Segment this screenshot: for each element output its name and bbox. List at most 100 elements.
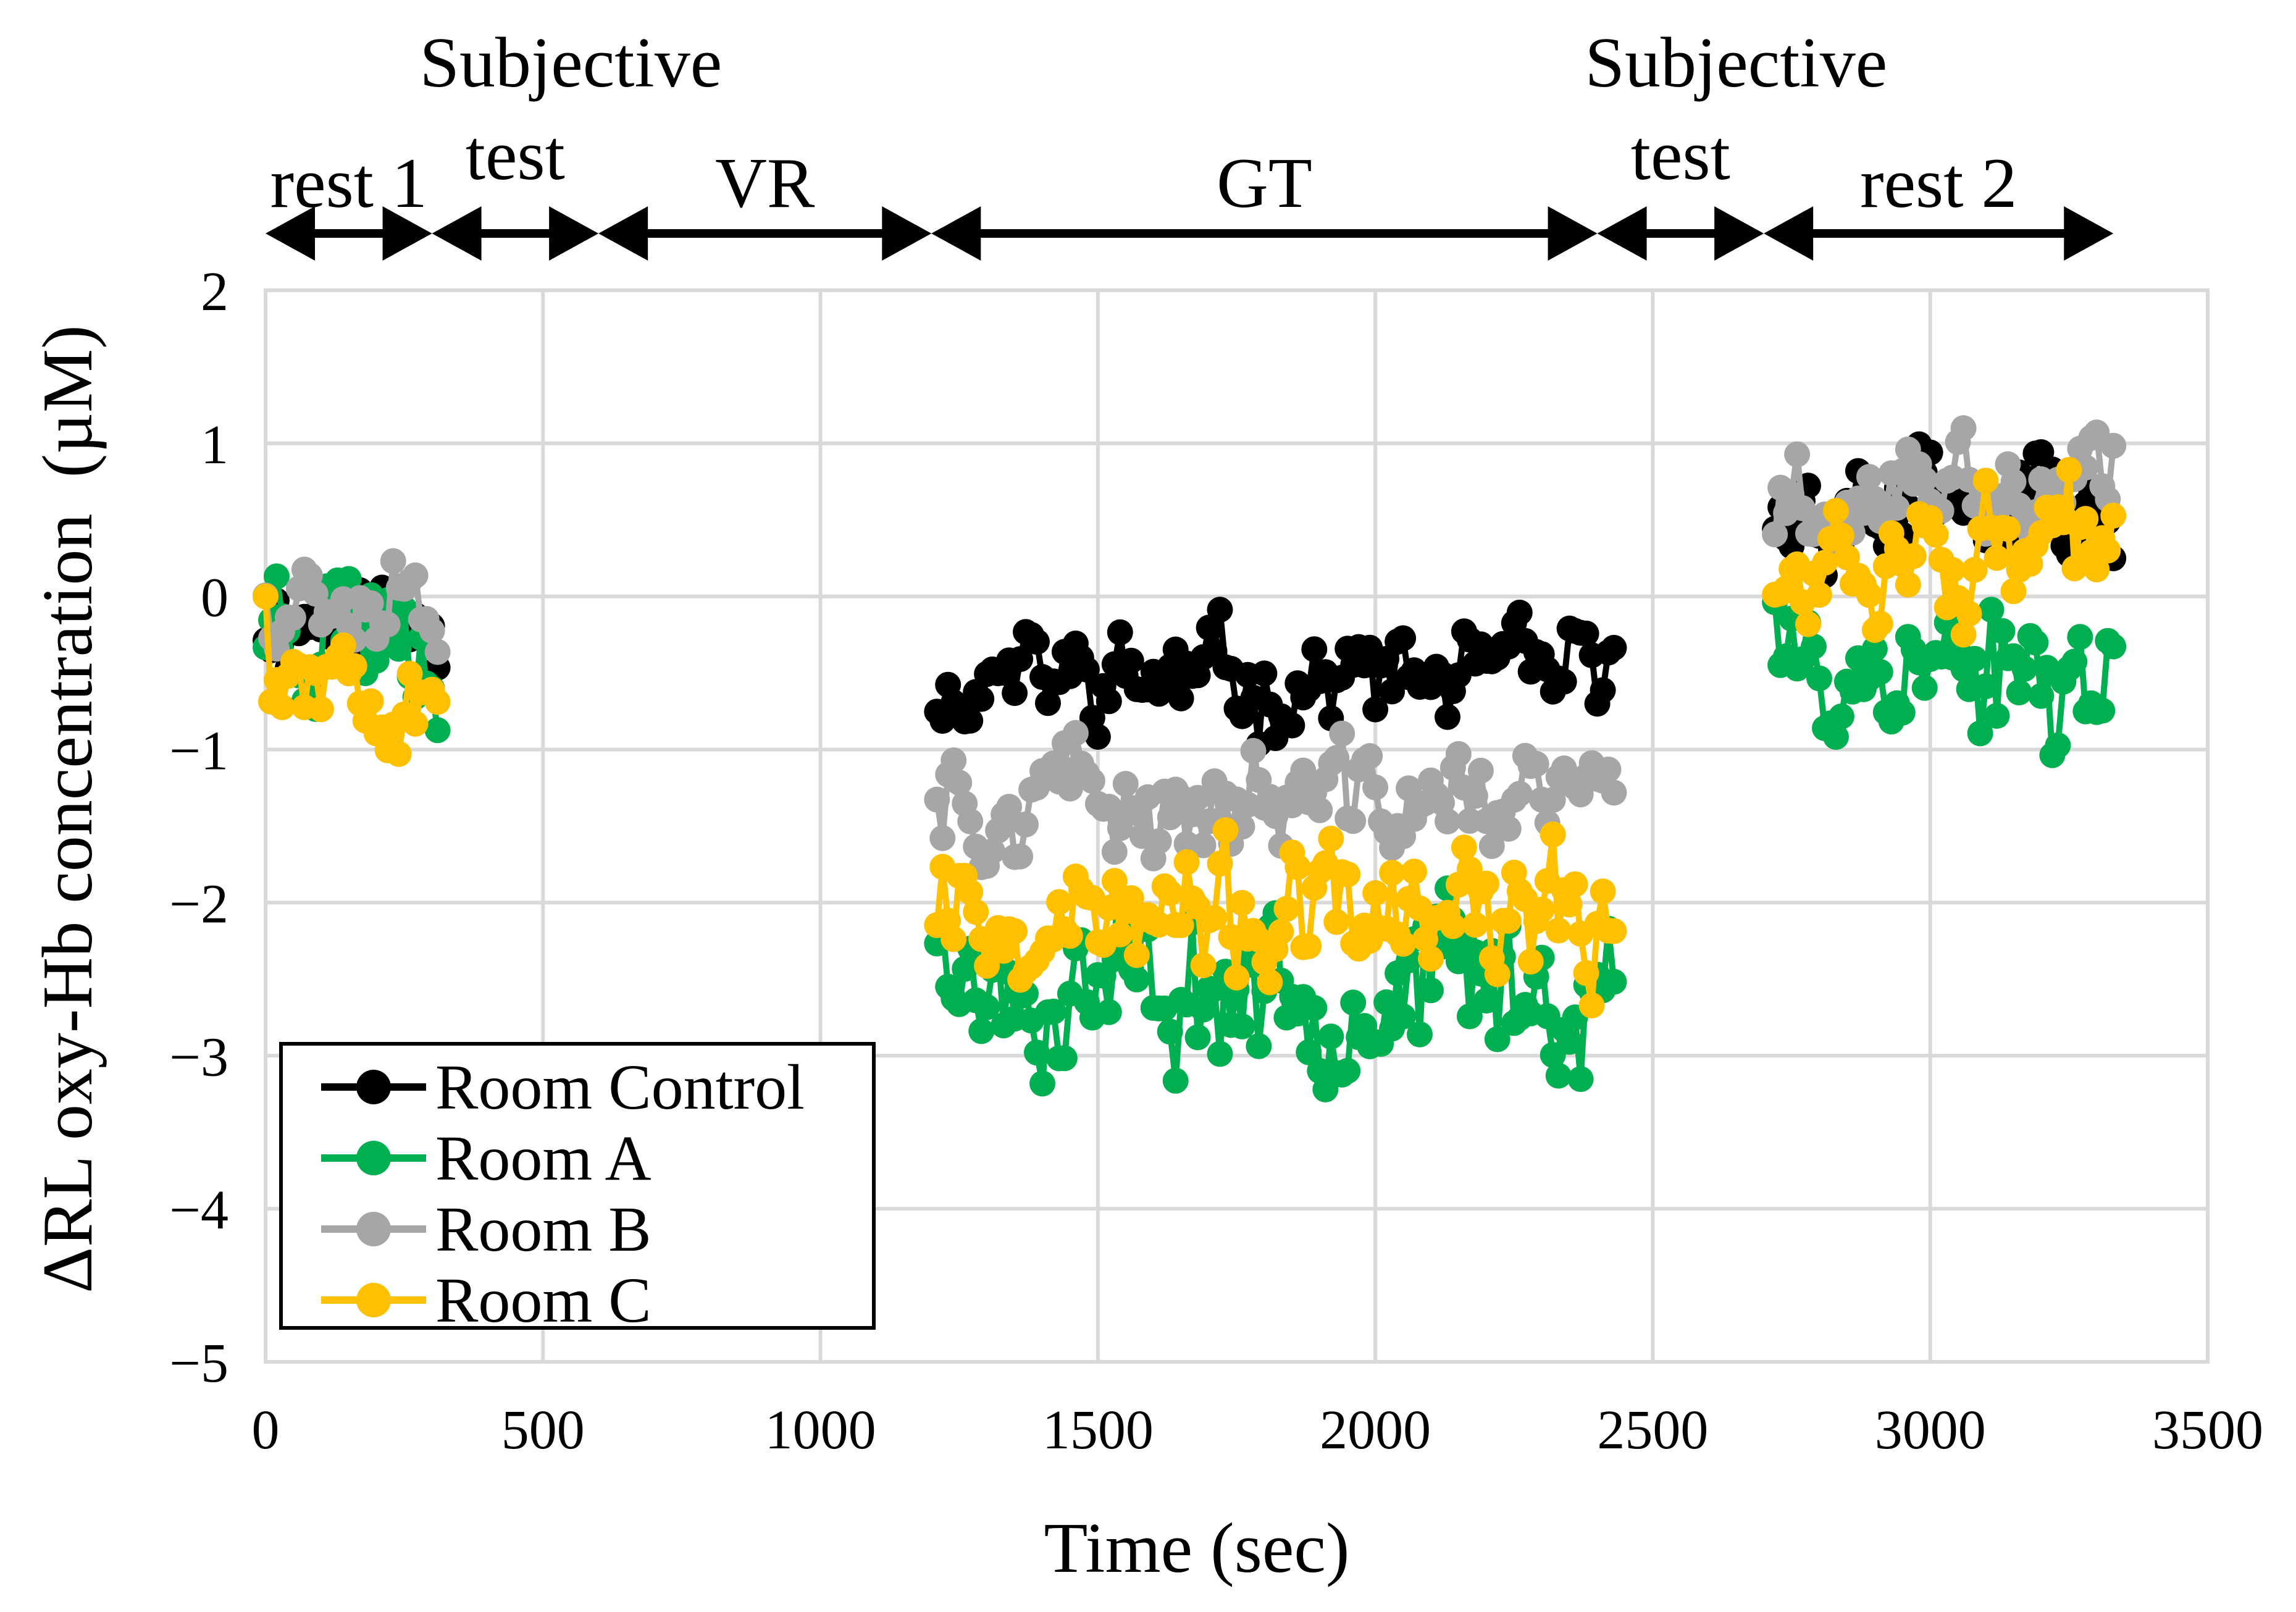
x-tick-label: 3500 — [2152, 1400, 2263, 1461]
phase-label: rest 2 — [1860, 144, 2017, 223]
data-point — [1435, 808, 1460, 834]
data-point — [957, 707, 984, 734]
data-point — [1212, 817, 1239, 844]
data-point — [1601, 779, 1627, 806]
phase-arrow-head-left — [432, 206, 482, 261]
data-point — [264, 563, 290, 590]
data-point — [2067, 624, 2093, 650]
data-point — [424, 639, 451, 665]
data-point — [308, 696, 334, 723]
data-point — [1390, 625, 1417, 652]
data-point — [1578, 992, 1605, 1018]
x-tick-label: 2000 — [1320, 1400, 1431, 1461]
data-point — [974, 994, 1000, 1020]
data-point — [1467, 757, 1494, 784]
data-point — [2100, 633, 2127, 660]
data-point — [1806, 665, 1832, 692]
data-point — [1013, 811, 1039, 837]
data-point — [1190, 996, 1217, 1023]
y-tick-label: −2 — [169, 873, 228, 934]
phase-label-line2: test — [1631, 116, 1730, 195]
data-point — [1229, 889, 1255, 916]
data-point — [1296, 933, 1322, 959]
data-point — [1984, 545, 2010, 571]
phase-arrow-head-right — [1548, 206, 1598, 261]
x-tick-label: 1500 — [1042, 1400, 1154, 1461]
data-point — [1439, 913, 1466, 939]
data-point — [1190, 952, 1217, 978]
data-point — [1007, 843, 1034, 870]
data-point — [341, 653, 367, 679]
data-point — [1101, 868, 1128, 894]
data-point — [957, 808, 984, 834]
data-point — [929, 825, 956, 851]
data-point — [1495, 907, 1522, 934]
data-point — [1362, 880, 1389, 906]
data-point — [1867, 610, 1893, 637]
legend-label: Room B — [435, 1194, 652, 1265]
data-point — [1146, 828, 1172, 854]
data-point — [991, 938, 1017, 964]
data-point — [380, 548, 406, 574]
data-point — [1024, 629, 1050, 655]
data-point — [1856, 582, 1882, 608]
data-point — [1041, 998, 1066, 1025]
phase-label-line2: test — [466, 116, 565, 195]
data-point — [1002, 918, 1028, 944]
phase-label: Subjective — [1585, 23, 1888, 103]
data-point — [402, 710, 429, 737]
data-point — [1057, 775, 1083, 802]
data-point — [1462, 912, 1488, 938]
x-tick-label: 0 — [252, 1400, 280, 1461]
data-point — [1107, 921, 1133, 947]
data-point — [2100, 432, 2127, 459]
data-point — [358, 590, 384, 616]
data-point — [1806, 582, 1832, 608]
data-point — [1390, 1003, 1417, 1030]
data-point — [924, 786, 950, 813]
legend-label: Room A — [435, 1123, 652, 1194]
data-point — [1273, 896, 1300, 922]
data-point — [1096, 794, 1122, 820]
data-point — [1495, 815, 1522, 842]
data-point — [1240, 737, 1267, 764]
data-point — [1323, 909, 1350, 935]
data-point — [996, 794, 1023, 820]
data-point — [2061, 649, 2088, 675]
data-point — [1073, 657, 1100, 683]
data-point — [2006, 679, 2032, 706]
data-point — [363, 647, 390, 674]
data-point — [1190, 832, 1217, 858]
data-point — [2000, 578, 2027, 605]
data-point — [1007, 646, 1034, 673]
phase-arrow-head-left — [1764, 206, 1814, 261]
data-point — [1079, 768, 1105, 794]
data-point — [2000, 469, 2027, 495]
data-point — [1922, 521, 1949, 548]
phase-label: rest 1 — [270, 144, 428, 223]
data-point — [1362, 774, 1389, 800]
data-point — [1207, 850, 1233, 877]
data-point — [2045, 732, 2071, 758]
y-axis-title: ΔRL oxy-Hb concentration (µM) — [28, 325, 107, 1293]
data-point — [1961, 645, 1988, 672]
data-point — [1418, 946, 1444, 972]
data-point — [1307, 797, 1333, 823]
y-tick-label: −5 — [169, 1333, 228, 1394]
data-point — [1590, 878, 1616, 905]
data-point — [1279, 712, 1305, 739]
phase-arrow-head-right — [382, 206, 432, 261]
data-point — [419, 618, 445, 644]
phase-arrow-head-left — [1597, 206, 1647, 261]
data-point — [1318, 1023, 1344, 1050]
data-point — [2072, 506, 2099, 532]
data-point — [1246, 1033, 1272, 1059]
data-point — [280, 605, 306, 631]
data-point — [396, 660, 423, 687]
data-point — [358, 688, 384, 715]
data-point — [1556, 1028, 1583, 1055]
axes: 0 500 1000 1500 2000 2500 3000 3500 2 1 0 −1 −2 −3 −4 −… — [169, 261, 2263, 1461]
data-point — [269, 694, 295, 721]
data-point — [941, 747, 967, 774]
data-point — [946, 770, 973, 796]
